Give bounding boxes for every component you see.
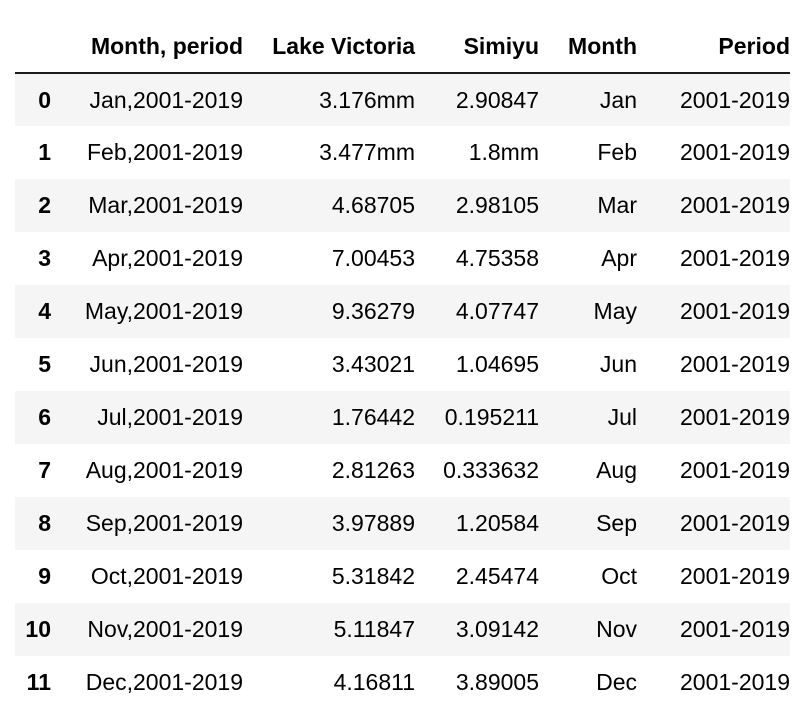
row-index: 2 [38, 192, 51, 218]
cell-month-period: Jul,2001-2019 [97, 404, 243, 430]
cell-month-period: Oct,2001-2019 [90, 563, 243, 589]
cell-simiyu: 1.8mm [468, 139, 539, 165]
table-row: 7 Aug,2001-2019 2.81263 0.333632 Aug 200… [15, 444, 790, 497]
cell-month: Dec [596, 669, 637, 695]
table-row: 9 Oct,2001-2019 5.31842 2.45474 Oct 2001… [15, 550, 790, 603]
cell-period: 2001-2019 [680, 192, 790, 218]
cell-period: 2001-2019 [680, 298, 790, 324]
cell-period: 2001-2019 [680, 351, 790, 377]
cell-period: 2001-2019 [680, 616, 790, 642]
cell-month-period: Sep,2001-2019 [85, 510, 243, 536]
cell-lake-victoria: 3.97889 [331, 510, 415, 536]
cell-month-period: Jun,2001-2019 [89, 351, 243, 377]
cell-period: 2001-2019 [680, 86, 790, 113]
row-index: 10 [25, 616, 51, 642]
table-row: 2 Mar,2001-2019 4.68705 2.98105 Mar 2001… [15, 179, 790, 232]
table-header: Month, period Lake Victoria Simiyu Month… [15, 20, 790, 74]
cell-lake-victoria: 5.11847 [333, 616, 415, 642]
cell-month: Aug [596, 457, 637, 483]
cell-period: 2001-2019 [680, 510, 790, 536]
table-row: 4 May,2001-2019 9.36279 4.07747 May 2001… [15, 285, 790, 338]
table-row: 1 Feb,2001-2019 3.477mm 1.8mm Feb 2001-2… [15, 126, 790, 179]
header-simiyu: Simiyu [415, 20, 539, 74]
table-row: 11 Dec,2001-2019 4.16811 3.89005 Dec 200… [15, 656, 790, 709]
header-index [15, 20, 55, 74]
cell-lake-victoria: 3.477mm [319, 139, 415, 165]
cell-month-period: Dec,2001-2019 [85, 669, 243, 695]
table-row: 8 Sep,2001-2019 3.97889 1.20584 Sep 2001… [15, 497, 790, 550]
dataframe-table: Month, period Lake Victoria Simiyu Month… [15, 20, 790, 709]
cell-month: Feb [597, 139, 637, 165]
table-row: 0 Jan,2001-2019 3.176mm 2.90847 Jan 2001… [15, 73, 790, 126]
table-body: 0 Jan,2001-2019 3.176mm 2.90847 Jan 2001… [15, 73, 790, 709]
row-index: 8 [38, 510, 51, 536]
header-lake-victoria: Lake Victoria [243, 20, 415, 74]
row-index: 9 [38, 563, 51, 589]
cell-period: 2001-2019 [680, 404, 790, 430]
table-row: 3 Apr,2001-2019 7.00453 4.75358 Apr 2001… [15, 232, 790, 285]
row-index: 5 [38, 351, 51, 377]
cell-month: Jan [599, 86, 637, 113]
cell-month-period: Apr,2001-2019 [92, 245, 243, 271]
cell-month: Mar [597, 192, 637, 218]
cell-period: 2001-2019 [680, 563, 790, 589]
header-month-period: Month, period [55, 20, 243, 74]
cell-month: May [593, 298, 637, 324]
cell-simiyu: 2.45474 [455, 563, 539, 589]
cell-month-period: Nov,2001-2019 [87, 616, 243, 642]
cell-period: 2001-2019 [680, 245, 790, 271]
cell-period: 2001-2019 [680, 139, 790, 165]
cell-simiyu: 4.07747 [455, 298, 539, 324]
cell-lake-victoria: 1.76442 [331, 404, 415, 430]
cell-simiyu: 2.98105 [455, 192, 539, 218]
table-row: 6 Jul,2001-2019 1.76442 0.195211 Jul 200… [15, 391, 790, 444]
cell-month-period: Feb,2001-2019 [86, 139, 243, 165]
cell-lake-victoria: 7.00453 [331, 245, 415, 271]
cell-simiyu: 3.09142 [455, 616, 539, 642]
cell-lake-victoria: 2.81263 [331, 457, 415, 483]
cell-lake-victoria: 3.176mm [319, 86, 415, 113]
cell-month: Nov [596, 616, 637, 642]
cell-lake-victoria: 5.31842 [331, 563, 415, 589]
cell-simiyu: 3.89005 [455, 669, 539, 695]
cell-month: Jul [607, 404, 637, 430]
row-index: 1 [38, 139, 51, 165]
cell-simiyu: 1.20584 [455, 510, 539, 536]
cell-month-period: Jan,2001-2019 [89, 86, 243, 113]
cell-lake-victoria: 3.43021 [331, 351, 415, 377]
row-index: 11 [26, 669, 51, 695]
cell-month-period: May,2001-2019 [84, 298, 243, 324]
header-period: Period [637, 20, 790, 74]
cell-lake-victoria: 4.68705 [331, 192, 415, 218]
cell-simiyu: 0.195211 [444, 404, 539, 430]
dataframe-container: Month, period Lake Victoria Simiyu Month… [15, 20, 790, 709]
cell-simiyu: 0.333632 [443, 457, 539, 483]
cell-simiyu: 1.04695 [455, 351, 539, 377]
cell-simiyu: 2.90847 [455, 86, 539, 113]
cell-period: 2001-2019 [680, 669, 790, 695]
cell-month-period: Aug,2001-2019 [85, 457, 243, 483]
row-index: 3 [38, 245, 51, 271]
row-index: 4 [38, 298, 51, 324]
row-index: 0 [38, 86, 51, 113]
row-index: 6 [38, 404, 51, 430]
cell-month: Sep [596, 510, 637, 536]
row-index: 7 [38, 457, 51, 483]
header-month: Month [539, 20, 637, 74]
cell-month: Jun [599, 351, 637, 377]
cell-period: 2001-2019 [680, 457, 790, 483]
cell-lake-victoria: 4.16811 [333, 669, 415, 695]
header-row: Month, period Lake Victoria Simiyu Month… [15, 20, 790, 74]
table-row: 5 Jun,2001-2019 3.43021 1.04695 Jun 2001… [15, 338, 790, 391]
cell-month: Oct [601, 563, 637, 589]
cell-month-period: Mar,2001-2019 [88, 192, 243, 218]
cell-month: Apr [601, 245, 637, 271]
cell-lake-victoria: 9.36279 [331, 298, 415, 324]
table-row: 10 Nov,2001-2019 5.11847 3.09142 Nov 200… [15, 603, 790, 656]
cell-simiyu: 4.75358 [455, 245, 539, 271]
